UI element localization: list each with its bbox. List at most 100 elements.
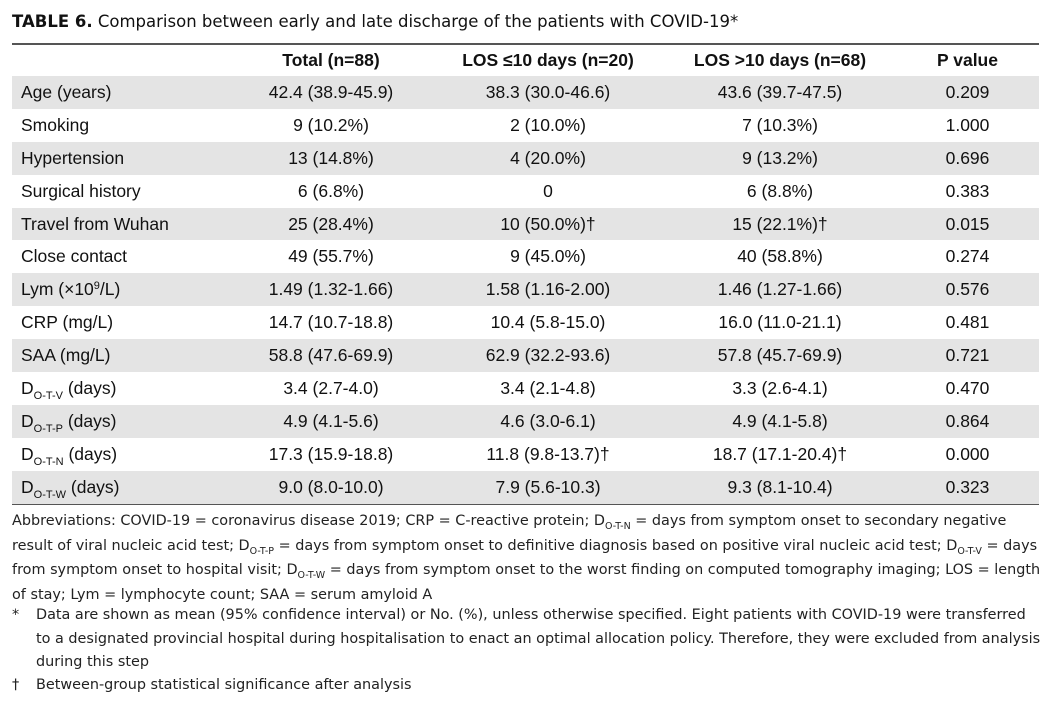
row-label-subscript: O-T-W [33, 488, 67, 501]
table-cell: 43.6 (39.7-47.5) [717, 81, 843, 102]
table-cell: 0.209 [945, 81, 990, 102]
table-cell: 0.864 [945, 410, 990, 431]
caption-footnote-mark: * [729, 12, 739, 31]
row-label-main: D [21, 410, 34, 431]
row-label: Close contact [21, 246, 128, 267]
table-cell: 3.3 (2.6-4.1) [732, 377, 828, 398]
table-cell: 13 (14.8%) [288, 147, 374, 168]
row-label: Hypertension [21, 147, 125, 168]
table-title: Comparison between early and late discha… [97, 12, 730, 31]
row-label-superscript: 9 [93, 280, 100, 293]
header-cell: LOS >10 days (n=68) [664, 45, 896, 76]
table-cell: 9 (13.2%) [742, 147, 818, 168]
table-cell: 42.4 (38.9-45.9) [268, 81, 394, 102]
table-cell: 6 (8.8%) [746, 180, 814, 201]
table-cell: 0.323 [896, 470, 1039, 505]
row-label: Travel from Wuhan [21, 213, 169, 234]
header-cell [12, 45, 230, 76]
row-label-tail: /L) [99, 279, 121, 300]
table-cell: 10.4 (5.8-15.0) [490, 312, 606, 333]
table-cell: 6 (6.8%) [297, 180, 365, 201]
table-cell: 1.000 [945, 114, 990, 135]
table-cell: 9.0 (8.0-10.0) [230, 470, 432, 505]
row-label: Lym (×109/L) [12, 273, 230, 306]
row-label-subscript: O-T-N [33, 455, 64, 468]
table-cell: 4 (20.0%) [510, 147, 586, 168]
table-label: TABLE 6. [12, 12, 93, 31]
row-label: Age (years) [21, 81, 112, 102]
row-label-main: Lym (×10 [21, 279, 94, 300]
row-label-main: D [21, 443, 34, 464]
row-label-main: D [21, 377, 34, 398]
row-label: CRP (mg/L) [21, 312, 114, 333]
table-row: Travel from Wuhan 25 (28.4%) 10 (50.0%)†… [12, 207, 1039, 241]
table-row: DO-T-N (days) 17.3 (15.9-18.8) 11.8 (9.8… [12, 437, 1039, 471]
table-cell: 0.000 [945, 443, 990, 464]
table-caption: TABLE 6. Comparison between early and la… [12, 12, 738, 31]
data-table-container: Total (n=88) LOS ≤10 days (n=20) LOS >10… [12, 45, 1039, 505]
table-cell: 7 (10.3%) [742, 114, 818, 135]
abbreviations-text: = days from symptom onset to definitive … [274, 537, 958, 554]
footnote-mark: † [12, 677, 20, 693]
footnote-mark: * [12, 607, 20, 623]
table-cell: 0.470 [945, 377, 990, 398]
abbreviations-text: Abbreviations: COVID-19 = coronavirus di… [12, 513, 605, 529]
table-cell: 1.46 (1.27-1.66) [717, 279, 843, 300]
row-label-main: D [21, 476, 34, 497]
table-cell: 49 (55.7%) [288, 246, 374, 267]
table-row: DO-T-W (days) 9.0 (8.0-10.0) 7.9 (5.6-10… [12, 470, 1039, 505]
row-label-subscript: O-T-P [33, 422, 63, 435]
table-cell: 0.576 [945, 279, 990, 300]
table-cell: 0.015 [945, 213, 990, 234]
row-label: DO-T-P (days) [12, 405, 230, 438]
table-cell: 4.9 (4.1-5.8) [732, 410, 828, 431]
abbreviations-text: = days from symptom onset to the worst f… [12, 562, 1041, 603]
table-cell: 1.49 (1.32-1.66) [268, 279, 394, 300]
table-cell: 16.0 (11.0-21.1) [718, 312, 842, 333]
header-cell: Total (n=88) [230, 45, 432, 76]
table-cell: 3.4 (2.7-4.0) [283, 377, 379, 398]
table-cell: 40 (58.8%) [737, 246, 823, 267]
abbreviations-paragraph: Abbreviations: COVID-19 = coronavirus di… [12, 510, 1042, 607]
table-cell: 1.58 (1.16-2.00) [485, 279, 611, 300]
abbreviations-text: = days from symptom onset to hospital vi… [12, 537, 1038, 579]
row-label: Surgical history [21, 180, 141, 201]
table-row: Lym (×109/L) 1.49 (1.32-1.66) 1.58 (1.16… [12, 273, 1039, 307]
table-cell: 7.9 (5.6-10.3) [432, 470, 664, 505]
abbreviation-subscript: O-T-W [297, 570, 326, 581]
table-cell: 0 [543, 180, 553, 201]
table-row: SAA (mg/L) 58.8 (47.6-69.9) 62.9 (32.2-9… [12, 339, 1039, 373]
footnote-data-presentation: * Data are shown as mean (95% confidence… [12, 604, 1042, 675]
row-label: DO-T-N (days) [12, 438, 230, 471]
table-row: Surgical history 6 (6.8%) 0 6 (8.8%) 0.3… [12, 174, 1039, 208]
row-label: Smoking [21, 114, 90, 135]
row-label: SAA (mg/L) [21, 345, 111, 366]
header-cell: P value [896, 45, 1039, 76]
table-row: CRP (mg/L) 14.7 (10.7-18.8) 10.4 (5.8-15… [12, 306, 1039, 340]
abbreviation-subscript: O-T-V [957, 545, 982, 557]
abbreviations-text: = days from symptom onset to secondary n… [12, 513, 1007, 554]
table-cell: 3.4 (2.1-4.8) [500, 377, 596, 398]
abbreviation-subscript: O-T-N [604, 521, 631, 532]
table-cell: 38.3 (30.0-46.6) [485, 81, 611, 102]
table-cell: 0.696 [945, 147, 990, 168]
row-label-tail: (days) [66, 476, 120, 497]
table-cell: 9 (10.2%) [293, 114, 369, 135]
table-cell: 17.3 (15.9-18.8) [268, 443, 394, 464]
table-cell: 58.8 (47.6-69.9) [268, 345, 394, 366]
table-cell: 0.383 [945, 180, 990, 201]
table-cell: 0.481 [945, 312, 990, 333]
row-label: DO-T-W (days) [12, 470, 230, 505]
table-cell: 11.8 (9.8-13.7)† [486, 443, 610, 464]
footnote-text: Between-group statistical significance a… [36, 677, 412, 693]
abbreviation-subscript: O-T-P [249, 545, 275, 557]
row-label-tail: (days) [62, 377, 117, 398]
table-row: Smoking 9 (10.2%) 2 (10.0%) 7 (10.3%) 1.… [12, 108, 1039, 142]
table-cell: 0.274 [945, 246, 990, 267]
footnote-text: Data are shown as mean (95% confidence i… [36, 607, 1041, 670]
table-cell: 9 (45.0%) [510, 246, 586, 267]
data-table: Total (n=88) LOS ≤10 days (n=20) LOS >10… [12, 45, 1039, 505]
table-row: Age (years) 42.4 (38.9-45.9) 38.3 (30.0-… [12, 76, 1039, 109]
table-cell: 15 (22.1%)† [732, 213, 828, 234]
